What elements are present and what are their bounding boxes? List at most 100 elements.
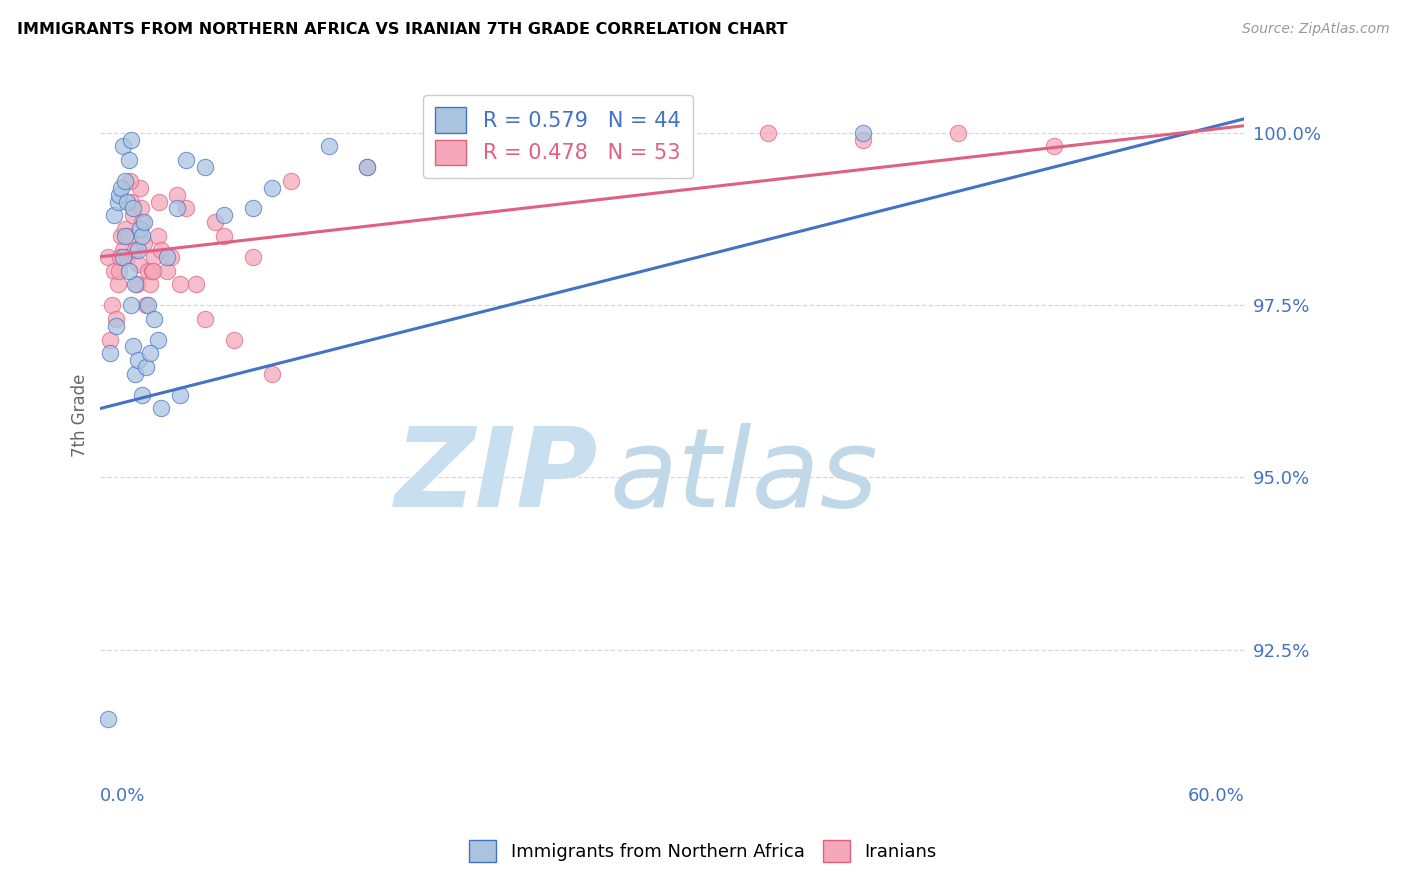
Point <box>107 277 129 292</box>
Point <box>98 333 121 347</box>
Point <box>127 243 149 257</box>
Point <box>125 277 148 292</box>
Point <box>260 367 283 381</box>
Point <box>131 202 153 216</box>
Point <box>110 250 132 264</box>
Point <box>156 263 179 277</box>
Point <box>142 311 165 326</box>
Point <box>114 222 136 236</box>
Point <box>98 346 121 360</box>
Point <box>174 202 197 216</box>
Text: 60.0%: 60.0% <box>1188 787 1244 805</box>
Point <box>112 250 135 264</box>
Point <box>103 263 125 277</box>
Point <box>124 277 146 292</box>
Point <box>135 360 157 375</box>
Point <box>169 387 191 401</box>
Text: ZIP: ZIP <box>395 423 598 530</box>
Point <box>124 367 146 381</box>
Point <box>852 132 875 146</box>
Point <box>104 318 127 333</box>
Point <box>135 298 157 312</box>
Point <box>97 712 120 726</box>
Point <box>146 229 169 244</box>
Point <box>131 387 153 401</box>
Point <box>118 229 141 244</box>
Point <box>134 235 156 250</box>
Point <box>356 160 378 174</box>
Point <box>242 250 264 264</box>
Point <box>114 229 136 244</box>
Point <box>129 181 152 195</box>
Point <box>148 194 170 209</box>
Point <box>661 139 683 153</box>
Point <box>136 263 159 277</box>
Point <box>110 181 132 195</box>
Legend: Immigrants from Northern Africa, Iranians: Immigrants from Northern Africa, Iranian… <box>463 833 943 870</box>
Text: atlas: atlas <box>609 423 879 530</box>
Point <box>115 194 138 209</box>
Point <box>121 208 143 222</box>
Point <box>142 250 165 264</box>
Text: IMMIGRANTS FROM NORTHERN AFRICA VS IRANIAN 7TH GRADE CORRELATION CHART: IMMIGRANTS FROM NORTHERN AFRICA VS IRANI… <box>17 22 787 37</box>
Point <box>118 263 141 277</box>
Point <box>121 202 143 216</box>
Point <box>127 353 149 368</box>
Point <box>120 132 142 146</box>
Point <box>131 215 153 229</box>
Point <box>156 250 179 264</box>
Point <box>118 174 141 188</box>
Point <box>194 311 217 326</box>
Point <box>136 298 159 312</box>
Point <box>150 243 173 257</box>
Point <box>214 229 236 244</box>
Point <box>214 208 236 222</box>
Point <box>356 160 378 174</box>
Point <box>139 277 162 292</box>
Point <box>222 333 245 347</box>
Point <box>108 187 131 202</box>
Point <box>194 160 217 174</box>
Point <box>174 153 197 168</box>
Text: Source: ZipAtlas.com: Source: ZipAtlas.com <box>1241 22 1389 37</box>
Point <box>104 311 127 326</box>
Legend: R = 0.579   N = 44, R = 0.478   N = 53: R = 0.579 N = 44, R = 0.478 N = 53 <box>423 95 693 178</box>
Point <box>115 250 138 264</box>
Text: 0.0%: 0.0% <box>100 787 146 805</box>
Point <box>242 202 264 216</box>
Point <box>204 215 226 229</box>
Point <box>756 126 779 140</box>
Point <box>280 174 302 188</box>
Point <box>120 194 142 209</box>
Point <box>139 346 162 360</box>
Point <box>110 229 132 244</box>
Point <box>124 243 146 257</box>
Point <box>131 229 153 244</box>
Point <box>129 222 152 236</box>
Point <box>134 215 156 229</box>
Point <box>318 139 340 153</box>
Point <box>948 126 970 140</box>
Point <box>166 202 188 216</box>
Point <box>852 126 875 140</box>
Point <box>107 194 129 209</box>
Point <box>184 277 207 292</box>
Point <box>141 263 163 277</box>
Point <box>103 208 125 222</box>
Point <box>112 139 135 153</box>
Point <box>150 401 173 416</box>
Point <box>121 339 143 353</box>
Point <box>260 181 283 195</box>
Point <box>108 263 131 277</box>
Point <box>120 298 142 312</box>
Point <box>146 333 169 347</box>
Point <box>118 153 141 168</box>
Point <box>160 250 183 264</box>
Point <box>112 243 135 257</box>
Point <box>1042 139 1064 153</box>
Point <box>127 257 149 271</box>
Point <box>509 146 531 161</box>
Point <box>166 187 188 202</box>
Point <box>97 250 120 264</box>
Y-axis label: 7th Grade: 7th Grade <box>72 374 89 457</box>
